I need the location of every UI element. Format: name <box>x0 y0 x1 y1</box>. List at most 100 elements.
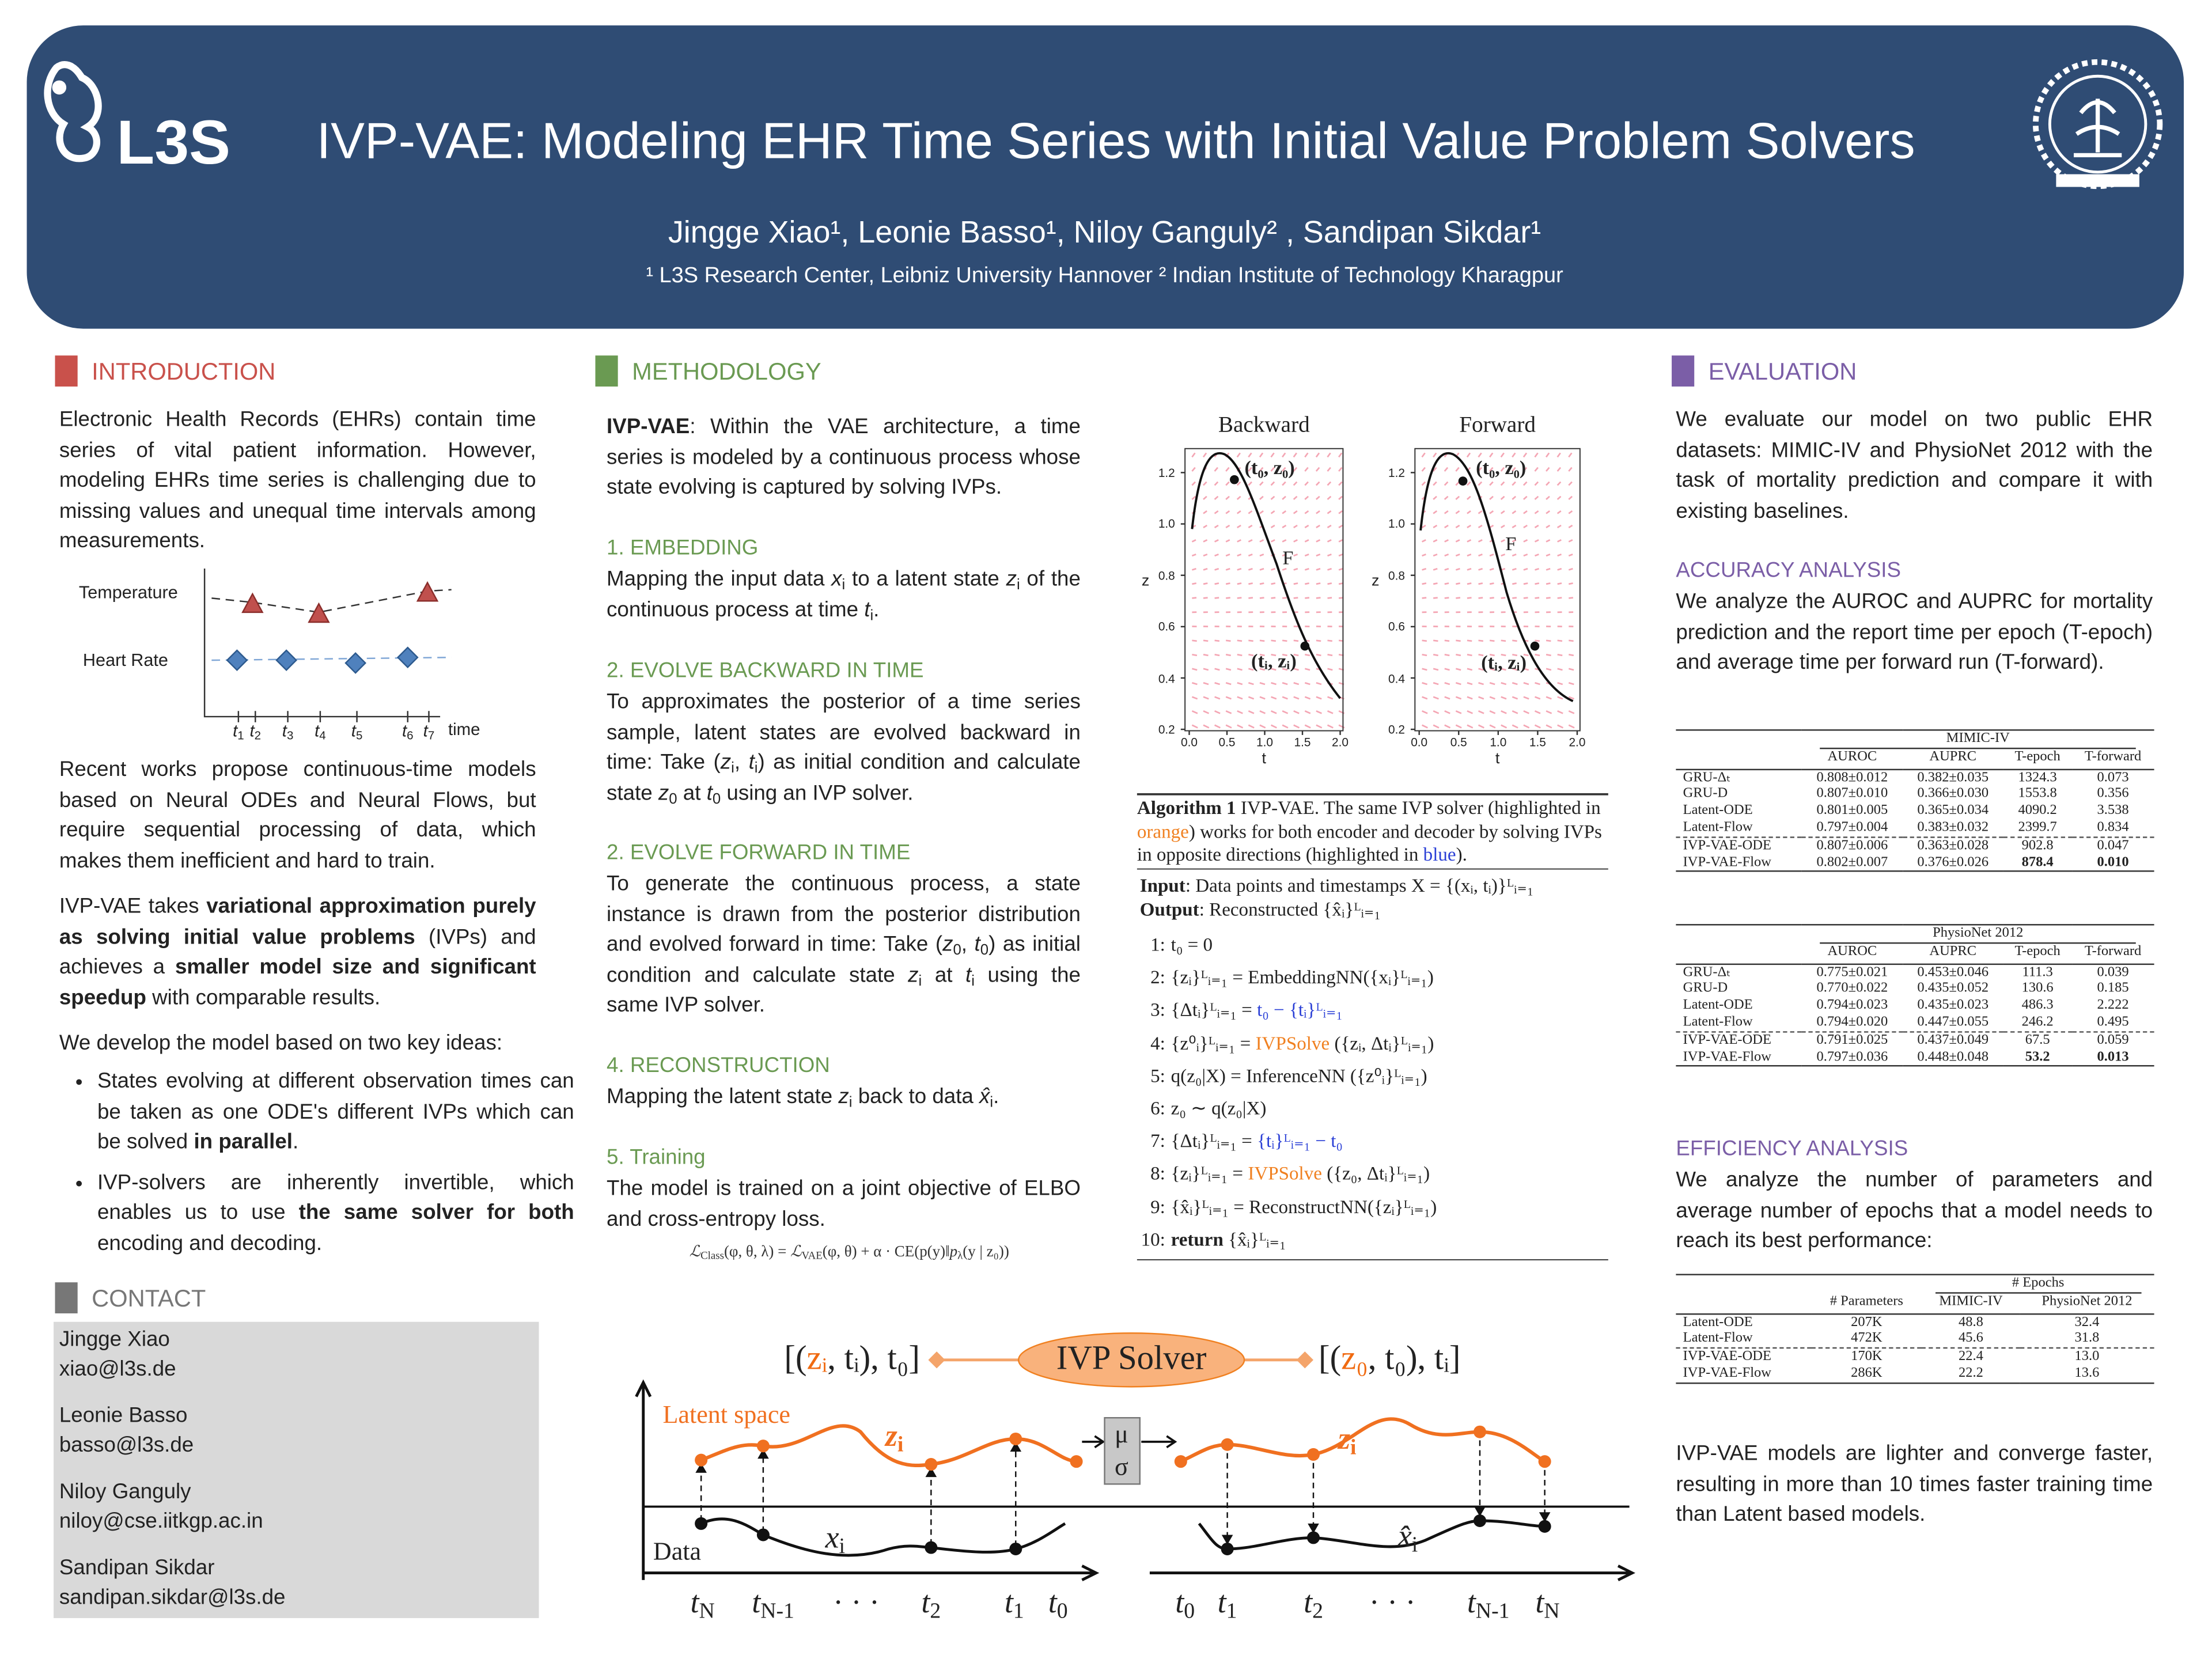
paragraph: To approximates the posterior of a time … <box>607 687 1081 809</box>
paragraph: Electronic Health Records (EHRs) contain… <box>59 407 536 554</box>
math-symbol: t <box>402 721 407 741</box>
math-subscript: i <box>839 1535 845 1559</box>
l3s-logo-dot <box>52 80 67 95</box>
row-label: Latent-ODE <box>1683 997 1753 1013</box>
highlight-text: {tᵢ}ᴸᵢ₌₁ − t₀ <box>1257 1130 1343 1152</box>
text-run: ) as initial condition and calculate sta… <box>607 932 1081 987</box>
math-symbol: t <box>1048 1584 1057 1620</box>
text-run: {x̂ᵢ}ᴸᵢ₌₁ <box>1223 1228 1286 1250</box>
math-symbol: t <box>690 1584 699 1620</box>
step-number: 8: <box>1150 1162 1165 1184</box>
time-label: t3 <box>282 721 294 741</box>
math-subscript: 2 <box>254 728 262 743</box>
table-row: IVP-VAE-ODE 0.791±0.025 0.437±0.049 67.5 0.0… <box>1676 1031 2154 1050</box>
section-heading: INTRODUCTION <box>92 358 276 385</box>
step-number: 6: <box>1150 1097 1165 1119</box>
math-symbol: t <box>233 721 238 741</box>
time-label: t1 <box>1005 1584 1024 1622</box>
column-header: T-forward <box>2071 943 2154 965</box>
math-subscript: i <box>849 1094 853 1111</box>
row-label: GRU-D <box>1683 786 1728 802</box>
math-subscript: 1 <box>237 728 244 743</box>
table-cell: 486.3 <box>2021 997 2054 1013</box>
table-cell: 878.4 <box>2003 854 2072 872</box>
results-table: PhysioNet 2012 AUROC AUPRC T-epoch T-forward… <box>1676 924 2154 1067</box>
time-label: t5 <box>351 721 363 743</box>
algorithm-input: Input: Data points and timestamps X = {(… <box>1140 874 1534 897</box>
step-text: {z⁰ᵢ}ᴸᵢ₌₁ = IVPSolve ({zᵢ, Δtᵢ}ᴸᵢ₌₁) <box>1171 1032 1434 1055</box>
text-run: with comparable results. <box>146 985 381 1010</box>
axis-title: time <box>448 719 480 740</box>
authors: Jingge Xiao¹, Leonie Basso¹, Niloy Gangu… <box>668 214 1541 250</box>
tick-label: 0.8 <box>1158 568 1175 582</box>
point <box>1009 1432 1022 1445</box>
table-cell: 0.808±0.012 <box>1816 770 1888 786</box>
plot-title: Backward <box>1218 413 1310 438</box>
math-symbol: t <box>282 721 287 741</box>
table-cell: 1324.3 <box>2018 770 2057 786</box>
table-row: IVP-VAE-Flow 286K 22.2 13.6 <box>1676 1366 2154 1383</box>
text-run: [( <box>784 1340 807 1378</box>
row-label: GRU-Δₜ <box>1683 770 1731 786</box>
data-var: x̂i <box>1398 1518 1418 1556</box>
math-symbol: t <box>315 721 320 741</box>
bullet-list: States evolving at different observation… <box>59 1066 574 1268</box>
table-row: Latent-ODE 207K 48.8 32.4 <box>1676 1313 2154 1331</box>
blank-cell <box>1676 730 1802 749</box>
table-cell: 2.222 <box>2097 997 2129 1013</box>
text-run: ) as initial condition and calculate sta… <box>607 750 1081 805</box>
math-subscript: i <box>731 760 734 777</box>
math-symbol: x̂ <box>979 1085 990 1109</box>
initial-point <box>1230 475 1239 484</box>
table-cell: 0.834 <box>2097 819 2129 835</box>
tick-label: 0.2 <box>1158 722 1175 737</box>
step-text: return {x̂ᵢ}ᴸᵢ₌₁ <box>1171 1229 1286 1251</box>
poster-title: IVP-VAE: Modeling EHR Time Series with I… <box>316 111 1915 169</box>
table-cell: 67.5 <box>2003 1031 2072 1050</box>
math-subscript: i <box>1350 1435 1357 1460</box>
mu-label: μ <box>1115 1419 1128 1448</box>
table-cell: 13.6 <box>2074 1365 2100 1381</box>
text-run: {Δtᵢ}ᴸᵢ₌₁ = <box>1171 1130 1257 1152</box>
table-cell: 0.797±0.004 <box>1816 819 1888 835</box>
math-symbol: z <box>720 750 732 775</box>
tick-label: 1.0 <box>1388 517 1405 531</box>
math-symbol: t <box>965 963 972 987</box>
text-run: IVP-VAE. The same IVP solver (highlighte… <box>1236 797 1601 819</box>
column-header: AUPRC <box>1902 748 2003 770</box>
step-text: t₀ = 0 <box>1171 934 1213 955</box>
iit-logo <box>2032 59 2163 190</box>
table-cell: 0.010 <box>2072 854 2154 872</box>
table-cell: 0.383±0.032 <box>1917 819 1989 835</box>
table-cell: 246.2 <box>2021 1014 2054 1030</box>
math-symbol: t <box>351 721 356 741</box>
bold-text: 878.4 <box>2021 854 2054 870</box>
math-symbol: t <box>921 1584 930 1620</box>
step-number: 2: <box>1150 967 1165 988</box>
initial-point <box>1458 476 1468 486</box>
row-label: IVP-VAE-ODE <box>1676 1347 1812 1366</box>
text-run: , tᵢ), t₀] <box>827 1340 920 1378</box>
solver-label: IVP Solver <box>1056 1340 1207 1378</box>
row-label: Latent-Flow <box>1683 819 1753 835</box>
math-symbol: t <box>1175 1584 1184 1620</box>
contact-email: niloy@cse.iitkgp.ac.in <box>59 1509 263 1534</box>
math-subscript: 5 <box>355 728 363 743</box>
math-symbol: ℒ <box>689 1243 701 1261</box>
column-header: AUROC <box>1801 943 1903 965</box>
time-label: · · · <box>833 1584 880 1620</box>
table-row: GRU-Δₜ 0.775±0.021 0.453±0.046 111.3 0.039 <box>1676 964 2154 981</box>
paragraph: We analyze the number of parameters and … <box>1676 1168 2153 1253</box>
plot-frame <box>1184 448 1344 732</box>
table-cell: 0.059 <box>2071 1031 2154 1050</box>
text-run: (y | z₀)) <box>963 1243 1009 1261</box>
algorithm-caption: Algorithm 1 IVP-VAE. The same IVP solver… <box>1137 797 1608 867</box>
group-header-row: PhysioNet 2012 <box>1676 925 2154 944</box>
math-subscript: i <box>754 760 758 777</box>
math-subscript: 0 <box>953 942 961 959</box>
table-cell: 0.013 <box>2072 1049 2154 1066</box>
step-number: 1: <box>1150 934 1165 955</box>
vector-field <box>1421 452 1575 729</box>
table-row: Latent-Flow 0.794±0.020 0.447±0.055 246.2 0.… <box>1676 1014 2154 1032</box>
table-row: Latent-ODE 0.794±0.023 0.435±0.023 486.3 2.2… <box>1676 998 2154 1014</box>
